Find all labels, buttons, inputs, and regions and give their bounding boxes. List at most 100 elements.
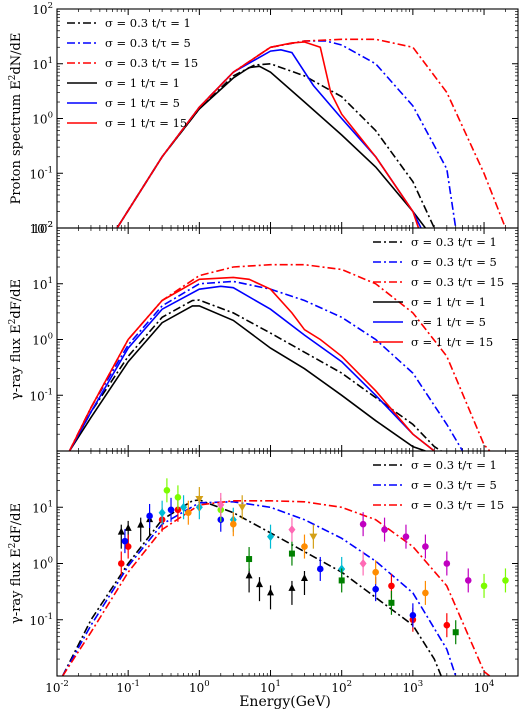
data-point <box>137 520 145 528</box>
data-point <box>480 582 488 590</box>
series-line-6 <box>116 41 420 228</box>
x-tick-label: 100 <box>189 679 210 695</box>
data-point <box>288 550 295 557</box>
data-point <box>359 559 367 568</box>
data-point <box>388 599 395 606</box>
x-tick-label: 104 <box>474 679 495 695</box>
series-group <box>68 263 491 451</box>
data-point <box>255 580 263 588</box>
y-tick-label: 100 <box>32 111 53 127</box>
data-point <box>167 506 175 514</box>
legend-label: σ = 1 t/τ = 5 <box>105 96 180 110</box>
legend-label: σ = 0.3 t/τ = 15 <box>105 56 198 70</box>
x-tick-label: 10-1 <box>116 679 140 695</box>
data-point <box>443 621 451 629</box>
x-tick-label: 103 <box>403 679 424 695</box>
legend-label: σ = 0.3 t/τ = 5 <box>411 478 497 492</box>
y-axis-label: γ-ray flux E2dF/dE <box>8 279 24 400</box>
data-point <box>422 589 429 597</box>
data-point <box>180 502 188 512</box>
data-point <box>359 520 367 528</box>
data-point <box>217 500 225 510</box>
legend-label: σ = 1 t/τ = 1 <box>105 76 180 90</box>
data-point <box>163 487 171 494</box>
data-point <box>246 556 253 563</box>
legend-label: σ = 0.3 t/τ = 1 <box>411 458 497 472</box>
legend-label: σ = 0.3 t/τ = 15 <box>411 498 504 512</box>
data-point <box>230 520 237 528</box>
data-point <box>381 526 388 533</box>
legend-label: σ = 0.3 t/τ = 1 <box>411 235 497 249</box>
data-point <box>124 543 132 550</box>
y-tick-label: 101 <box>32 276 53 292</box>
y-tick-label: 10-1 <box>29 387 53 403</box>
data-point <box>267 588 275 596</box>
data-point <box>372 568 379 576</box>
data-point <box>301 543 308 550</box>
series-line-2 <box>61 500 457 676</box>
data-point <box>502 577 509 584</box>
axes-frame <box>56 450 519 677</box>
legend-label: σ = 1 t/τ = 1 <box>411 295 486 309</box>
data-point <box>245 571 253 579</box>
legend-label: σ = 0.3 t/τ = 5 <box>105 36 191 50</box>
data-point <box>288 525 296 535</box>
data-point <box>121 537 129 545</box>
series-line-5 <box>68 285 435 451</box>
y-axis-label: γ-ray flux E2dF/dE <box>8 503 24 624</box>
legend-label: σ = 0.3 t/τ = 5 <box>411 255 497 269</box>
series-line-6 <box>68 276 435 451</box>
data-point <box>388 582 395 590</box>
data-point <box>117 560 125 567</box>
panel-2: γ-ray flux E2dF/dE 10-1 100 101 102 σ = 0.3 t… <box>8 220 519 452</box>
panel-1: Proton spectrum E2dN/dE 10-2 10-1 100 101 102… <box>8 1 519 236</box>
x-tick-label: 102 <box>331 679 352 695</box>
data-point <box>195 496 204 504</box>
data-point <box>372 585 379 593</box>
y-tick-label: 10-1 <box>29 612 53 628</box>
legend: σ = 0.3 t/τ = 1 σ = 0.3 t/τ = 5 σ = 0.3 t/… <box>67 16 198 130</box>
y-tick-label: 102 <box>32 1 53 17</box>
data-point <box>267 532 275 542</box>
y-tick-label: 101 <box>32 499 53 515</box>
data-point <box>452 629 459 636</box>
legend: σ = 0.3 t/τ = 1 σ = 0.3 t/τ = 5 σ = 0.3 t/… <box>373 458 504 512</box>
data-point <box>464 577 472 584</box>
x-axis-label: Energy(GeV) <box>239 694 331 710</box>
series-line-1 <box>68 299 442 451</box>
y-tick-label: 101 <box>32 56 53 72</box>
y-axis-label: Proton spectrum E2dN/dE <box>8 33 24 205</box>
series-group <box>61 499 491 676</box>
data-point <box>117 527 125 535</box>
legend-label: σ = 1 t/τ = 15 <box>411 335 493 349</box>
series-line-4 <box>68 305 426 451</box>
series-line-1 <box>61 499 442 676</box>
legend-label: σ = 0.3 t/τ = 1 <box>105 16 191 30</box>
legend-label: σ = 0.3 t/τ = 15 <box>411 275 504 289</box>
series-line-3 <box>61 499 491 676</box>
data-point <box>158 508 166 518</box>
y-tick-label: 10-2 <box>29 220 53 236</box>
data-point <box>174 506 182 514</box>
data-point <box>338 577 345 584</box>
data-point <box>288 583 296 591</box>
data-point <box>174 494 182 501</box>
data-point <box>422 543 429 550</box>
y-tick-label: 100 <box>32 332 53 348</box>
data-point <box>316 565 324 573</box>
data-point <box>443 560 451 567</box>
legend-label: σ = 1 t/τ = 15 <box>105 116 187 130</box>
x-tick-label: 101 <box>260 679 281 695</box>
data-point <box>146 512 153 520</box>
data-point <box>309 533 318 541</box>
x-tick-label: 10-2 <box>45 679 69 695</box>
legend: σ = 0.3 t/τ = 1 σ = 0.3 t/τ = 5 σ = 0.3 t/… <box>373 235 504 349</box>
y-tick-label: 100 <box>32 556 53 572</box>
legend-label: σ = 1 t/τ = 5 <box>411 315 486 329</box>
y-tick-label: 102 <box>32 220 53 236</box>
series-line-4 <box>116 65 427 228</box>
observation-points <box>117 478 509 645</box>
series-group <box>116 38 507 228</box>
data-point <box>300 574 308 582</box>
